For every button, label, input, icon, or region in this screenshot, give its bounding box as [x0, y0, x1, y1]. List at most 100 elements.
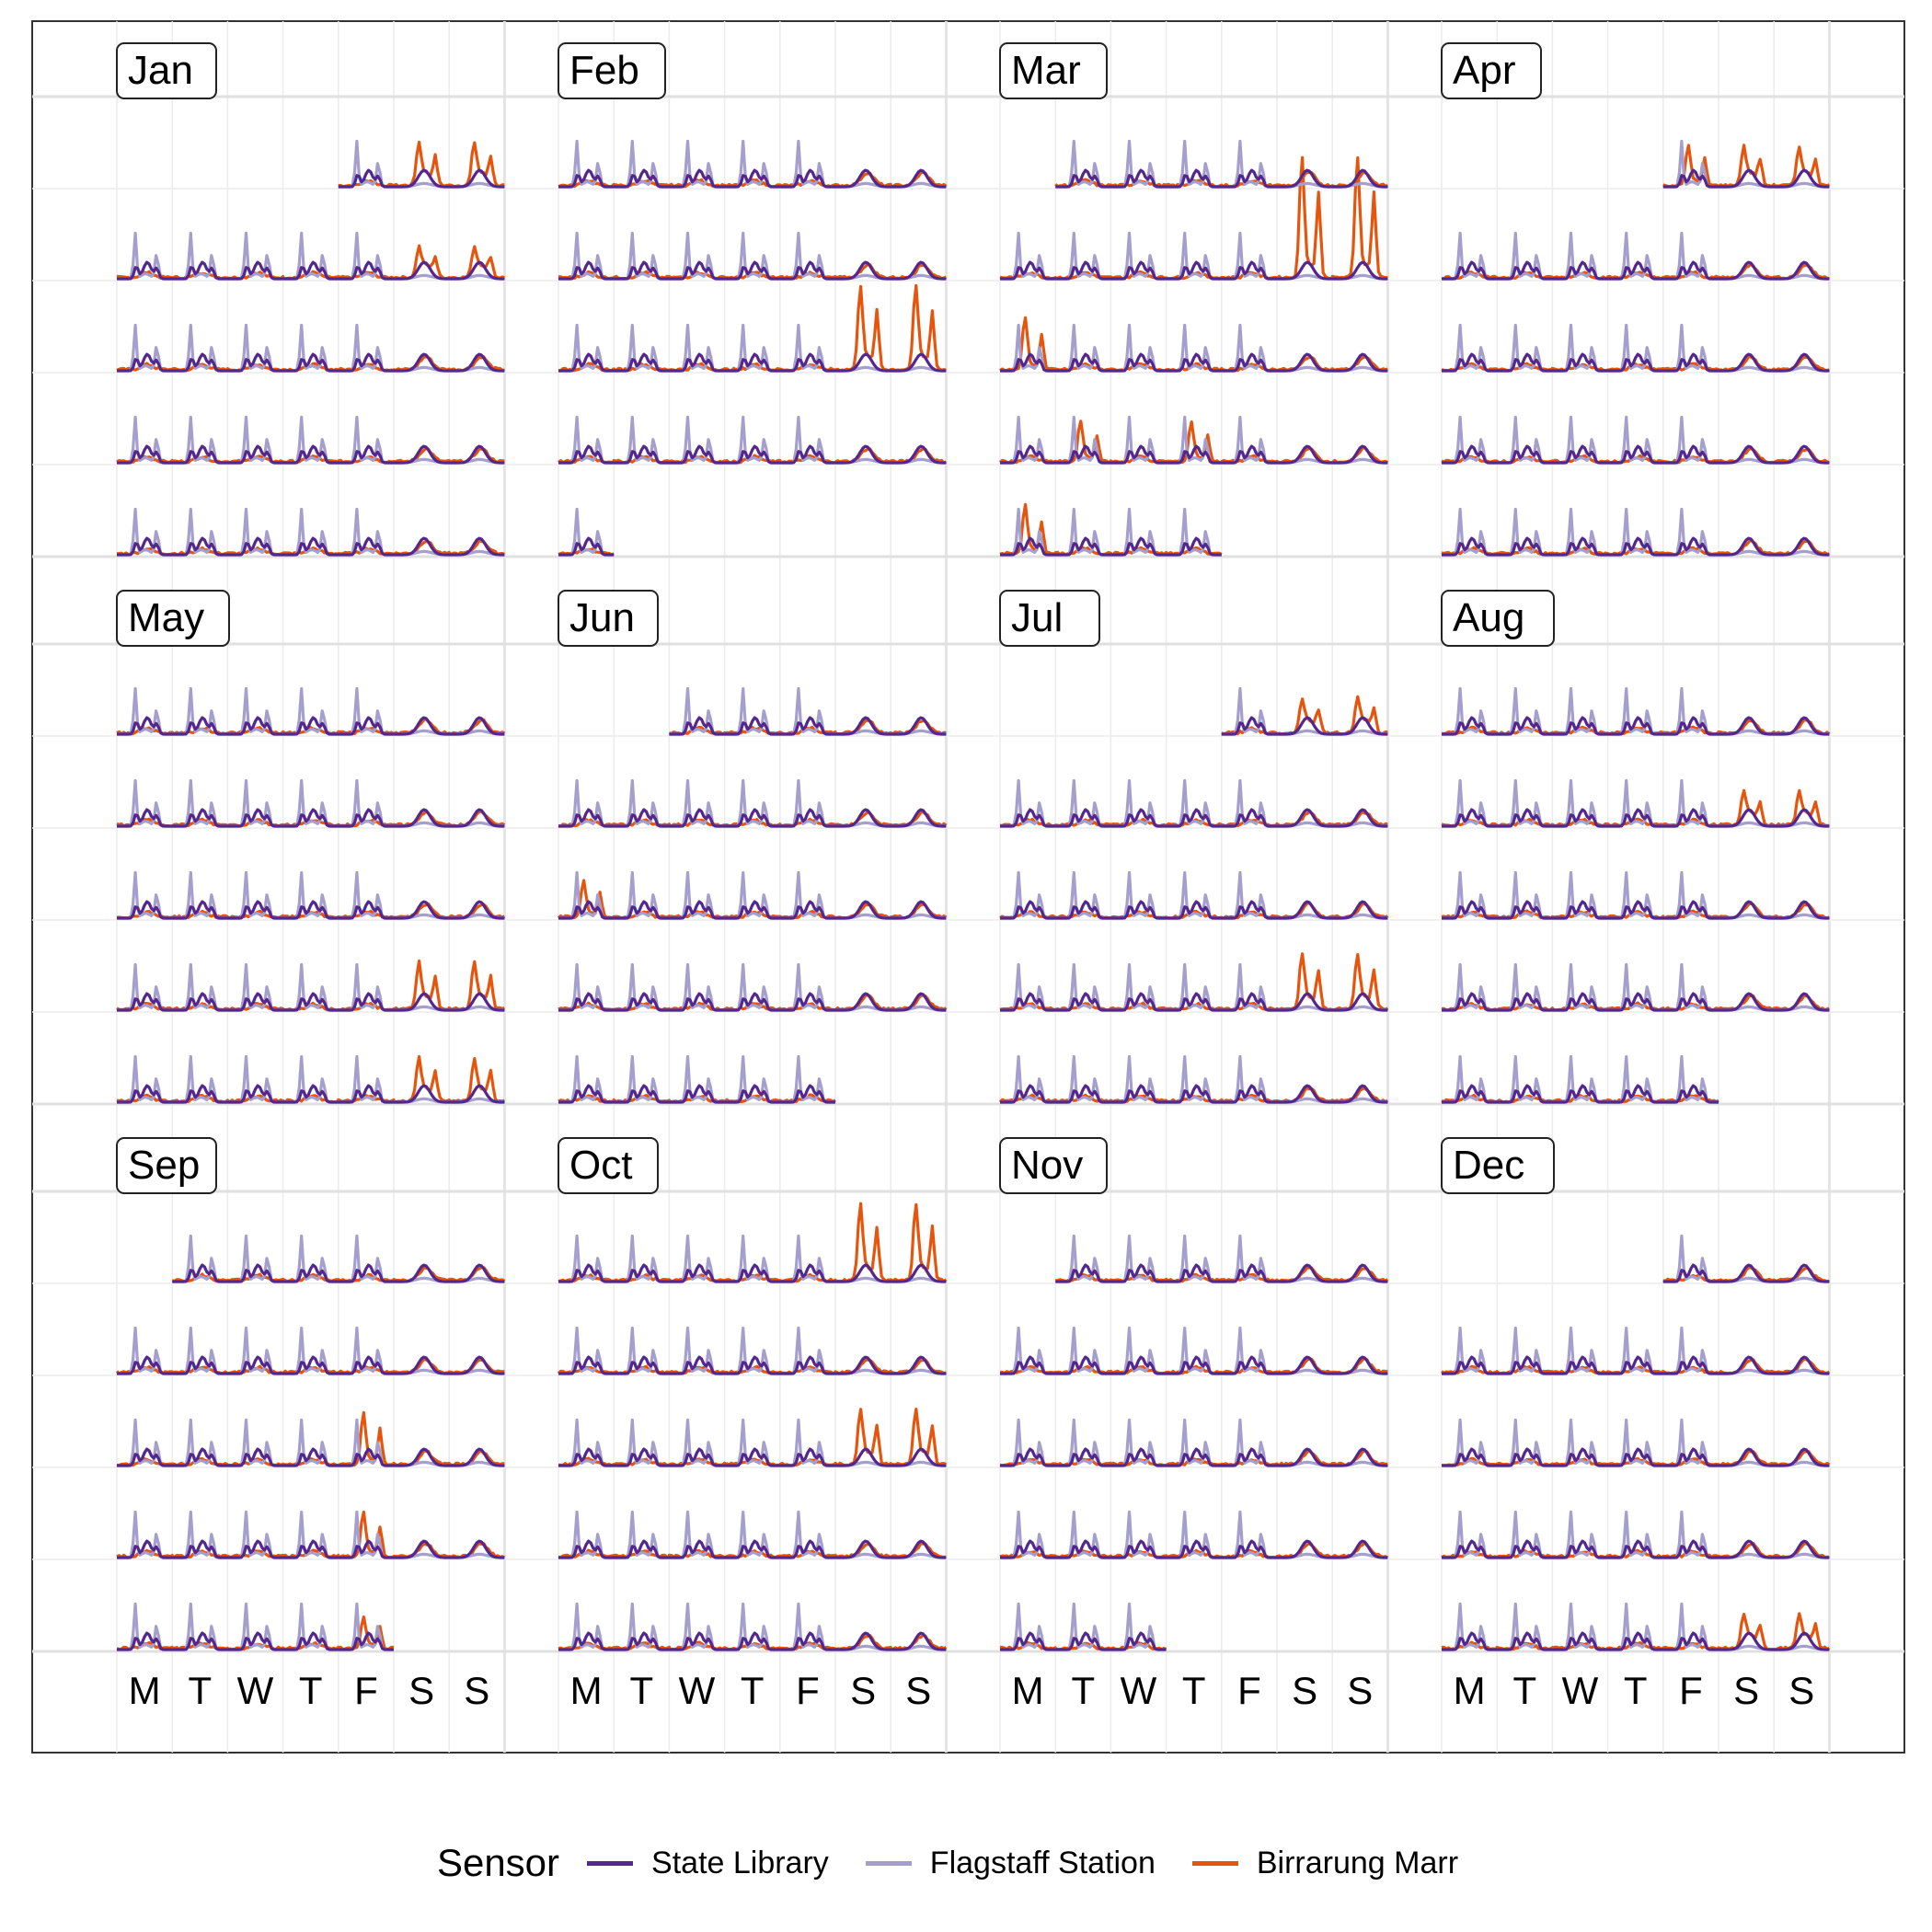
legend-item-flagstaff-station: Flagstaff Station [865, 1845, 1156, 1881]
series-line-state-library [1000, 992, 1388, 1012]
series-line-state-library [558, 444, 947, 465]
series-line-state-library [1055, 168, 1388, 189]
series-line-flagstaff-station [1662, 1234, 1830, 1283]
month-label: Jan [128, 48, 193, 93]
series-line-state-library [1000, 444, 1388, 465]
series-line-state-library [1442, 900, 1830, 920]
series-line-state-library [1000, 1447, 1388, 1467]
weekday-tick-label: T [1624, 1669, 1648, 1712]
series-line-state-library [1000, 900, 1388, 920]
legend-swatch-flagstaff-station [865, 1860, 912, 1866]
series-line-state-library [1442, 716, 1830, 736]
series-line-state-library [117, 536, 505, 557]
series-line-state-library [1000, 260, 1388, 281]
series-line-state-library [1000, 1355, 1388, 1375]
weekday-tick-label: T [741, 1669, 765, 1712]
month-label: Aug [1453, 595, 1524, 640]
legend-item-state-library: State Library [587, 1846, 829, 1881]
series-line-flagstaff-station [338, 139, 505, 189]
series-line-state-library [558, 1631, 947, 1651]
series-line-state-library [1442, 352, 1830, 373]
month-label-box [1441, 590, 1555, 647]
month-label-box [1441, 1137, 1555, 1194]
series-line-birrarung-marr [116, 1410, 505, 1467]
series-line-state-library [558, 808, 947, 828]
series-line-state-library [1442, 1355, 1830, 1375]
series-line-state-library [1662, 168, 1830, 189]
series-line-state-library [558, 900, 947, 920]
series-line-state-library [172, 1263, 505, 1283]
weekday-tick-label: S [905, 1669, 931, 1712]
series-line-state-library [1442, 1084, 1719, 1104]
series-line-state-library [558, 1447, 947, 1467]
series-line-state-library [117, 992, 505, 1012]
month-label: Nov [1011, 1143, 1083, 1188]
weekday-tick-label: T [1182, 1669, 1206, 1712]
legend-label-flagstaff-station: Flagstaff Station [929, 1845, 1156, 1880]
series-line-state-library [1000, 536, 1222, 557]
series-line-state-library [338, 168, 505, 189]
series-line-state-library [117, 260, 505, 281]
series-line-state-library [1000, 808, 1388, 828]
series-line-state-library [1442, 260, 1830, 281]
month-label: Oct [569, 1143, 632, 1188]
month-label-box [558, 42, 666, 99]
legend-label-state-library: State Library [651, 1845, 829, 1880]
weekday-tick-label: W [1562, 1669, 1599, 1712]
series-line-state-library [1442, 1539, 1830, 1559]
series-line-state-library [558, 352, 947, 373]
month-label: May [128, 595, 204, 640]
series-line-flagstaff-station [1000, 1602, 1167, 1651]
weekday-tick-label: F [354, 1669, 378, 1712]
weekday-tick-label: S [850, 1669, 876, 1712]
month-label-box [116, 42, 217, 99]
weekday-tick-label: S [1292, 1669, 1317, 1712]
series-line-state-library [117, 900, 505, 920]
series-line-state-library [669, 716, 947, 736]
series-line-state-library [1442, 1447, 1830, 1467]
weekday-tick-label: T [188, 1669, 212, 1712]
weekday-tick-label: M [129, 1669, 161, 1712]
series-line-state-library [1000, 1631, 1167, 1651]
series-line-state-library [558, 1263, 947, 1283]
weekday-tick-label: S [1347, 1669, 1373, 1712]
weekday-tick-label: W [1121, 1669, 1157, 1712]
series-line-state-library [558, 168, 947, 189]
weekday-tick-label: T [1071, 1669, 1095, 1712]
series-line-state-library [117, 444, 505, 465]
series-line-state-library [558, 536, 615, 557]
series-line-state-library [1221, 716, 1388, 736]
weekday-tick-label: M [570, 1669, 603, 1712]
series-line-state-library [558, 260, 947, 281]
month-label-box [1441, 42, 1542, 99]
series-line-flagstaff-station [1662, 139, 1830, 189]
weekday-tick-label: S [464, 1669, 489, 1712]
weekday-tick-label: S [1788, 1669, 1814, 1712]
month-label-box [116, 590, 230, 647]
month-label: Jul [1011, 595, 1063, 640]
weekday-tick-label: M [1454, 1669, 1486, 1712]
series-line-birrarung-marr [1662, 144, 1830, 189]
weekday-tick-label: F [1237, 1669, 1261, 1712]
series-line-state-library [558, 1539, 947, 1559]
series-line-state-library [1442, 992, 1830, 1012]
legend-item-birrarung-marr: Birrarung Marr [1191, 1846, 1458, 1881]
series-line-state-library [1442, 1631, 1830, 1651]
legend-swatch-state-library [587, 1860, 634, 1866]
month-label: Sep [128, 1143, 200, 1188]
series-line-state-library [117, 352, 505, 373]
month-label-box [116, 1137, 217, 1194]
month-label-box [999, 42, 1108, 99]
weekday-tick-label: M [1012, 1669, 1044, 1712]
legend-title: Sensor [436, 1841, 560, 1884]
series-line-state-library [1442, 808, 1830, 828]
month-label: Mar [1011, 48, 1081, 93]
series-line-state-library [1442, 536, 1830, 557]
weekday-tick-label: S [1733, 1669, 1759, 1712]
series-line-state-library [1000, 1084, 1388, 1104]
weekday-tick-label: W [237, 1669, 274, 1712]
series-line-state-library [117, 1447, 505, 1467]
series-line-state-library [558, 1355, 947, 1375]
series-lines [115, 139, 1831, 1651]
